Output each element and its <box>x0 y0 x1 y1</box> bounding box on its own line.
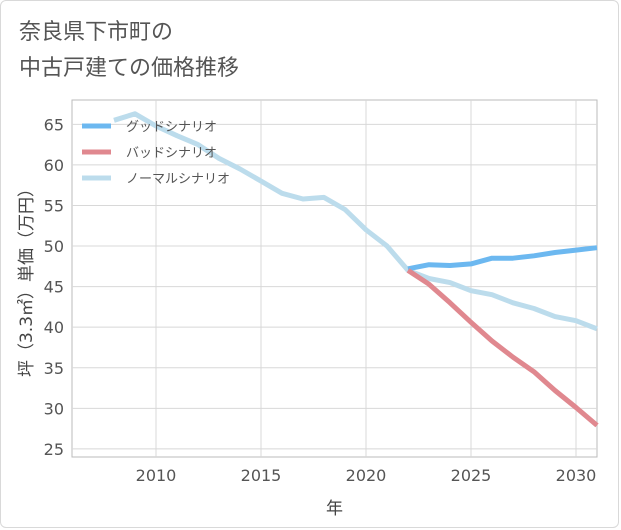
x-axis-title: 年 <box>326 499 343 519</box>
x-tick-label-2020: 2020 <box>346 466 387 485</box>
series-line-0 <box>407 245 598 272</box>
y-tick-label-35: 35 <box>44 359 64 378</box>
y-tick-label-45: 45 <box>44 278 64 297</box>
title-line-2: 中古戸建ての価格推移 <box>19 56 240 81</box>
x-tick-label-2030: 2030 <box>556 466 597 485</box>
y-tick-label-60: 60 <box>44 156 64 175</box>
x-tick-label-2015: 2015 <box>241 466 282 485</box>
series-line-1 <box>406 268 599 428</box>
legend-label-2: ノーマルシナリオ <box>126 172 230 187</box>
y-tick-label-55: 55 <box>44 196 64 215</box>
legend-label-0: グッドシナリオ <box>126 120 217 135</box>
x-tick-labels: 2010 2015 2020 2025 2030 <box>136 466 597 485</box>
y-tick-label-30: 30 <box>44 399 64 418</box>
plot-border <box>71 99 598 458</box>
legend-label-1: バッドシナリオ <box>126 146 217 161</box>
x-tick-label-2025: 2025 <box>451 466 492 485</box>
series-lines <box>113 111 599 428</box>
plot-area <box>71 99 598 458</box>
y-tick-labels: 25 30 35 40 45 50 55 60 65 <box>44 115 64 459</box>
series-line-2 <box>113 111 598 332</box>
grid-lines <box>72 100 597 457</box>
x-tick-label-2010: 2010 <box>136 466 177 485</box>
y-axis-title: 坪（3.3㎡）単価（万円） <box>17 180 37 377</box>
y-tick-label-50: 50 <box>44 237 64 256</box>
title-line-1: 奈良県下市町の <box>19 20 174 45</box>
chart-title: 奈良県下市町の 中古戸建ての価格推移 <box>19 15 239 87</box>
y-tick-label-40: 40 <box>44 318 64 337</box>
y-tick-label-65: 65 <box>44 115 64 134</box>
y-tick-label-25: 25 <box>44 440 64 459</box>
